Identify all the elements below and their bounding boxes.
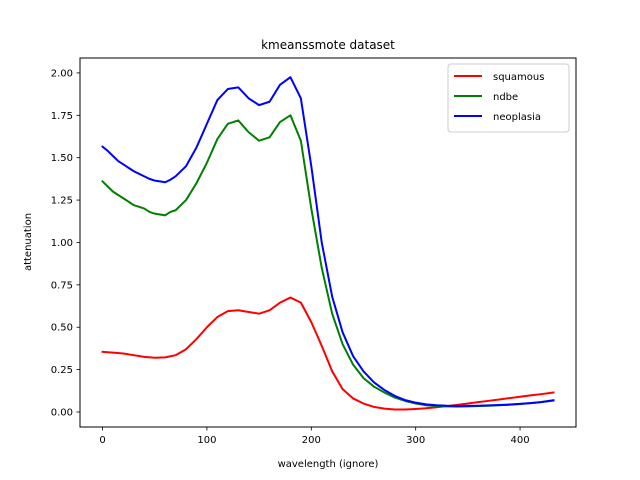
y-tick-label: 0.50 (51, 323, 73, 334)
x-axis-label: wavelength (ignore) (278, 459, 379, 470)
y-axis-label: attenuation (23, 213, 34, 271)
y-tick-label: 0.00 (51, 407, 73, 418)
x-tick-label: 300 (406, 435, 425, 446)
plot-lines (101, 76, 555, 411)
y-tick-label: 2.00 (51, 68, 73, 79)
x-tick-label: 0 (99, 435, 105, 446)
legend-label-ndbe: ndbe (493, 92, 518, 103)
y-tick-label: 1.25 (51, 196, 73, 207)
y-tick-label: 1.75 (51, 111, 73, 122)
legend-label-neoplasia: neoplasia (493, 112, 541, 123)
y-tick-label: 1.50 (51, 153, 73, 164)
series-line-neoplasia (101, 76, 555, 407)
y-tick-label: 0.75 (51, 280, 73, 291)
plot-frame (79, 57, 577, 428)
x-tick-label: 400 (511, 435, 530, 446)
x-axis-ticks: 0 100 200 300 400 (99, 427, 530, 446)
y-axis-ticks: 0.00 0.25 0.50 0.75 1.00 1.25 1.50 1.75 2.00 (51, 68, 80, 418)
chart-title: kmeanssmote dataset (261, 38, 395, 52)
x-tick-label: 100 (197, 435, 216, 446)
y-tick-label: 0.25 (51, 365, 73, 376)
legend: squamous ndbe neoplasia (447, 63, 570, 133)
x-tick-label: 200 (302, 435, 321, 446)
legend-label-squamous: squamous (493, 72, 544, 83)
series-line-squamous (101, 296, 555, 411)
y-tick-label: 1.00 (51, 238, 73, 249)
